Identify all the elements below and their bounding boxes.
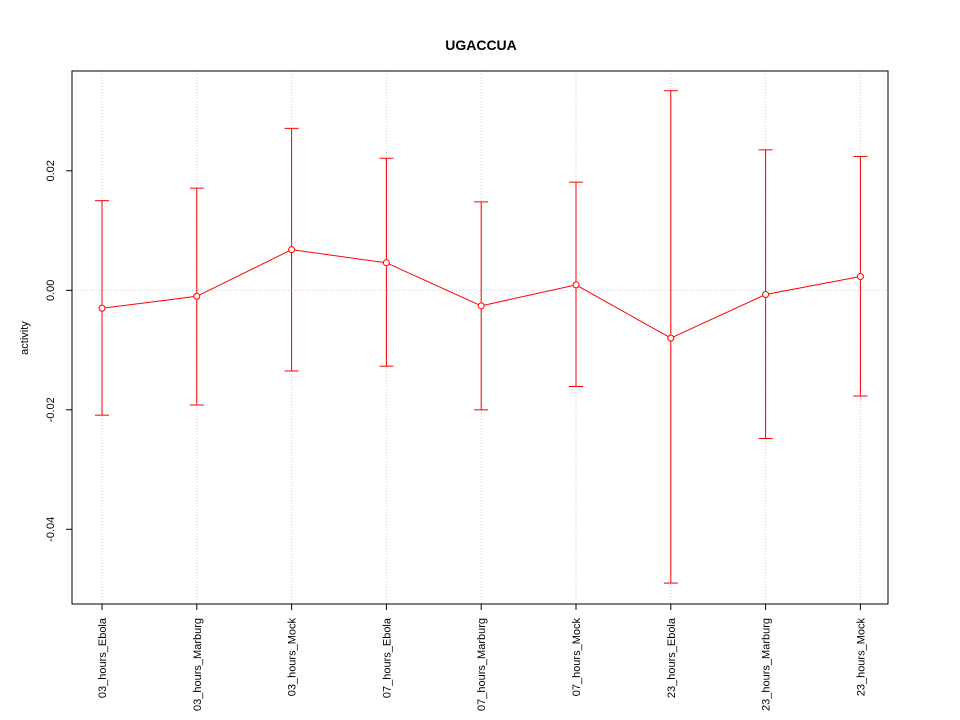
data-point (193, 292, 201, 300)
x-tick-label: 03_hours_Ebola (97, 617, 109, 698)
data-point (762, 290, 770, 298)
plot-area (95, 90, 868, 584)
y-tick-label: -0.04 (45, 517, 57, 542)
data-point (667, 334, 675, 342)
x-tick-label: 07_hours_Marburg (476, 618, 488, 711)
chart-title: UGACCUA (445, 37, 517, 53)
axes: -0.04 -0.02 0.00 0.02 03_hours_Ebola 03_hours… (45, 160, 867, 711)
y-tick-label: -0.02 (45, 397, 57, 422)
data-point (572, 281, 580, 289)
y-tick-label: 0.02 (45, 160, 57, 181)
y-tick-label: 0.00 (45, 280, 57, 301)
data-point (288, 246, 296, 254)
x-tick-label: 07_hours_Mock (571, 618, 583, 697)
x-tick-label: 23_hours_Marburg (761, 618, 773, 711)
x-tick-label: 07_hours_Ebola (381, 617, 393, 698)
y-axis-label: activity (19, 321, 31, 355)
data-point (98, 304, 106, 312)
data-point (856, 273, 864, 281)
x-tick-label: 03_hours_Marburg (192, 618, 204, 711)
x-tick-label: 03_hours_Mock (287, 618, 299, 697)
data-point (477, 302, 485, 310)
x-tick-label: 23_hours_Mock (855, 618, 867, 697)
data-point (382, 259, 390, 267)
x-tick-label: 23_hours_Ebola (666, 617, 678, 698)
plot-frame (71, 70, 889, 605)
